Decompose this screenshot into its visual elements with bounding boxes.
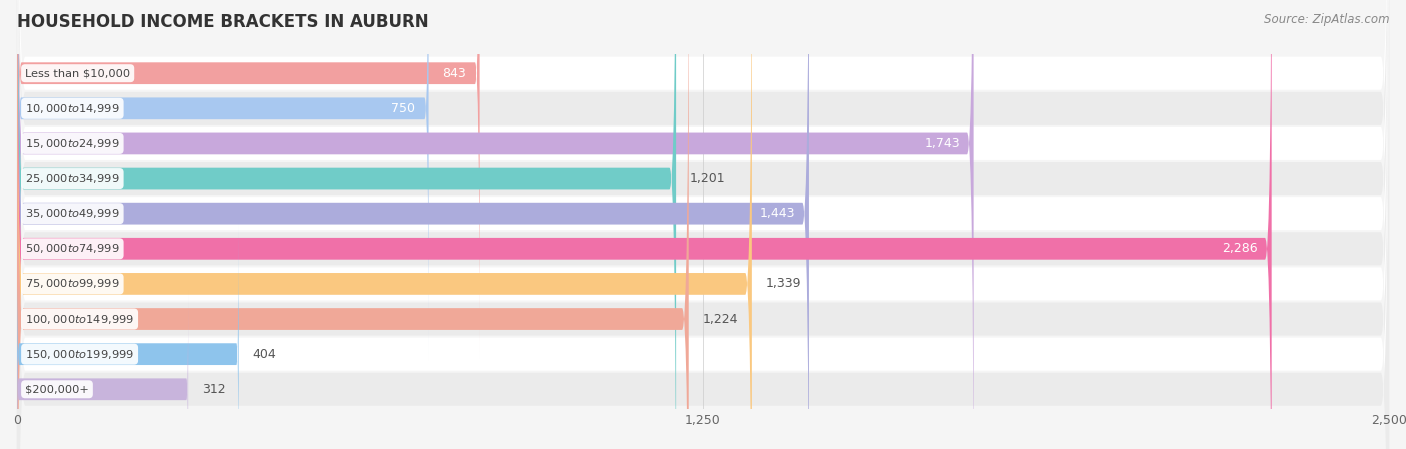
- FancyBboxPatch shape: [17, 223, 239, 449]
- FancyBboxPatch shape: [17, 0, 479, 358]
- FancyBboxPatch shape: [17, 0, 1389, 449]
- Text: $100,000 to $149,999: $100,000 to $149,999: [25, 313, 134, 326]
- Text: 404: 404: [252, 348, 276, 361]
- Text: $15,000 to $24,999: $15,000 to $24,999: [25, 137, 120, 150]
- Text: $10,000 to $14,999: $10,000 to $14,999: [25, 102, 120, 115]
- Text: 312: 312: [202, 383, 225, 396]
- FancyBboxPatch shape: [17, 0, 808, 449]
- Text: Source: ZipAtlas.com: Source: ZipAtlas.com: [1264, 13, 1389, 26]
- Text: $200,000+: $200,000+: [25, 384, 89, 394]
- Text: 1,339: 1,339: [766, 277, 801, 291]
- Text: 1,201: 1,201: [690, 172, 725, 185]
- FancyBboxPatch shape: [17, 0, 429, 361]
- Text: $25,000 to $34,999: $25,000 to $34,999: [25, 172, 120, 185]
- FancyBboxPatch shape: [17, 0, 676, 449]
- FancyBboxPatch shape: [17, 0, 1389, 449]
- FancyBboxPatch shape: [17, 291, 188, 449]
- Text: 1,743: 1,743: [924, 137, 960, 150]
- Text: 750: 750: [391, 102, 415, 115]
- FancyBboxPatch shape: [17, 0, 1389, 449]
- FancyBboxPatch shape: [17, 0, 1389, 449]
- FancyBboxPatch shape: [17, 0, 1389, 449]
- Text: 2,286: 2,286: [1222, 242, 1258, 255]
- Text: $75,000 to $99,999: $75,000 to $99,999: [25, 277, 120, 291]
- Text: $50,000 to $74,999: $50,000 to $74,999: [25, 242, 120, 255]
- Text: $150,000 to $199,999: $150,000 to $199,999: [25, 348, 134, 361]
- FancyBboxPatch shape: [17, 0, 1271, 449]
- FancyBboxPatch shape: [17, 0, 1389, 449]
- FancyBboxPatch shape: [17, 0, 1389, 449]
- Text: 843: 843: [441, 67, 465, 79]
- Text: $35,000 to $49,999: $35,000 to $49,999: [25, 207, 120, 220]
- FancyBboxPatch shape: [17, 0, 1389, 449]
- FancyBboxPatch shape: [17, 0, 1389, 449]
- FancyBboxPatch shape: [17, 0, 1389, 449]
- Text: HOUSEHOLD INCOME BRACKETS IN AUBURN: HOUSEHOLD INCOME BRACKETS IN AUBURN: [17, 13, 429, 31]
- FancyBboxPatch shape: [17, 0, 752, 449]
- FancyBboxPatch shape: [17, 0, 689, 449]
- Text: Less than $10,000: Less than $10,000: [25, 68, 131, 78]
- Text: 1,443: 1,443: [759, 207, 796, 220]
- FancyBboxPatch shape: [17, 0, 973, 449]
- Text: 1,224: 1,224: [703, 313, 738, 326]
